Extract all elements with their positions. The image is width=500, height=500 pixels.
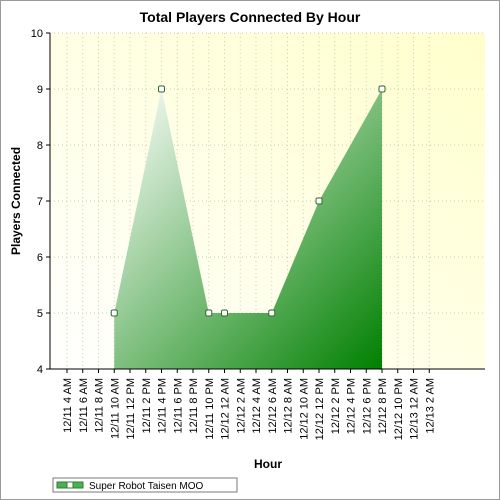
x-tick-label: 12/11 8 PM	[188, 378, 200, 433]
data-point-marker	[268, 309, 276, 317]
series-area-layer	[114, 89, 382, 369]
y-tick-label: 8	[37, 140, 43, 152]
y-tick-label: 10	[31, 28, 43, 40]
x-tick-label: 12/11 2 PM	[141, 378, 153, 433]
x-tick-label: 12/11 4 AM	[62, 378, 74, 433]
y-tick-label: 5	[37, 308, 43, 320]
x-tick-label: 12/12 8 PM	[377, 378, 389, 434]
x-tick-label: 12/12 12 AM	[220, 378, 232, 440]
data-point-marker	[205, 309, 213, 317]
legend-label: Super Robot Taisen MOO	[89, 481, 204, 492]
x-axis-title: Hour	[254, 457, 282, 471]
x-tick-label: 12/11 12 PM	[125, 378, 137, 440]
x-axis-ticks: 12/11 4 AM 12/11 6 AM 12/11 8 AM 12/11 10 A…	[62, 369, 436, 440]
x-tick-label: 12/12 6 AM	[267, 378, 279, 434]
data-point-marker	[378, 85, 386, 93]
legend: Super Robot Taisen MOO	[52, 477, 238, 493]
y-tick-label: 6	[37, 252, 43, 264]
y-axis-ticks: 4 5 6 7 8 9 10	[31, 28, 50, 376]
chart-title: Total Players Connected By Hour	[140, 9, 361, 25]
x-tick-label: 12/11 10 PM	[204, 378, 216, 440]
x-tick-label: 12/12 10 AM	[298, 378, 310, 440]
x-tick-label: 12/13 2 AM	[424, 378, 436, 434]
legend-box	[52, 477, 238, 493]
x-tick-label: 12/11 6 PM	[172, 378, 184, 433]
x-tick-label: 12/12 4 AM	[251, 378, 263, 434]
data-point-marker	[221, 309, 228, 317]
x-tick-label: 12/12 8 AM	[283, 378, 295, 434]
x-tick-label: 12/11 10 AM	[109, 378, 121, 439]
y-axis-title: Players Connected	[9, 147, 23, 255]
data-point-marker	[158, 85, 165, 93]
x-tick-label: 12/12 4 PM	[346, 378, 358, 434]
y-tick-label: 7	[37, 196, 43, 208]
x-tick-label: 12/12 10 PM	[393, 378, 405, 440]
y-tick-label: 9	[37, 84, 43, 96]
x-tick-label: 12/13 12 AM	[409, 378, 421, 440]
data-point-marker	[110, 309, 118, 317]
x-tick-label: 12/12 2 PM	[330, 378, 342, 434]
x-tick-label: 12/12 6 PM	[361, 378, 373, 434]
x-tick-label: 12/12 2 AM	[235, 378, 247, 434]
data-point-marker	[315, 197, 323, 205]
x-tick-label: 12/11 8 AM	[94, 378, 106, 433]
y-tick-label: 4	[37, 364, 43, 376]
legend-marker	[66, 481, 74, 489]
series-markers	[110, 85, 386, 317]
series-area	[114, 89, 382, 369]
x-tick-label: 12/12 12 PM	[314, 378, 326, 440]
x-tick-label: 12/11 6 AM	[78, 378, 90, 433]
x-tick-label: 12/11 4 PM	[157, 378, 169, 433]
